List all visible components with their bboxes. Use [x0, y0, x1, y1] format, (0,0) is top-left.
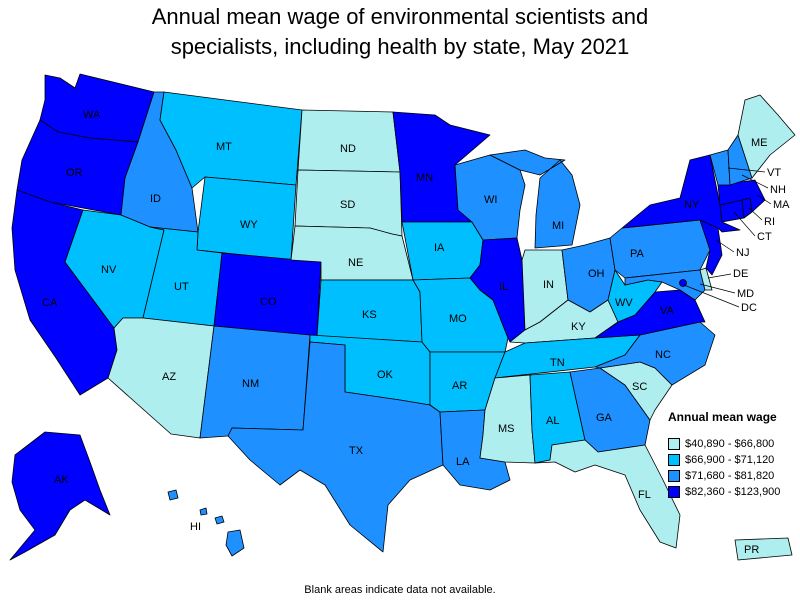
state-label-KY: KY	[571, 321, 586, 333]
state-label-OK: OK	[377, 369, 394, 381]
state-FL[interactable]	[534, 439, 681, 549]
state-label-MS: MS	[498, 423, 515, 435]
state-labels: WA OR CA ID NV MT WY UT AZ CO NM ND SD N…	[42, 109, 790, 556]
state-PA[interactable]	[609, 219, 711, 279]
state-label-NM: NM	[242, 378, 259, 390]
legend-label: $40,890 - $66,800	[685, 438, 775, 450]
legend-item: $40,890 - $66,800	[668, 436, 798, 452]
state-label-NH: NH	[770, 184, 786, 196]
state-label-DC: DC	[741, 302, 757, 314]
state-label-IA: IA	[434, 242, 445, 254]
state-label-CA: CA	[42, 297, 58, 309]
legend-swatch	[668, 438, 680, 450]
state-label-TX: TX	[349, 445, 364, 457]
state-label-MO: MO	[449, 313, 467, 325]
state-label-MT: MT	[216, 141, 232, 153]
legend-title: Annual mean wage	[668, 410, 777, 424]
state-CO[interactable]	[213, 252, 322, 337]
leader-MA	[756, 194, 772, 205]
state-label-MN: MN	[416, 172, 433, 184]
label-leader-lines	[683, 167, 772, 308]
state-ME[interactable]	[737, 94, 796, 179]
state-label-CT: CT	[757, 231, 772, 243]
legend-swatch	[668, 470, 680, 482]
state-label-NC: NC	[655, 349, 671, 361]
state-IL[interactable]	[469, 237, 526, 343]
state-label-MI: MI	[552, 220, 564, 232]
state-label-AK: AK	[54, 474, 69, 486]
legend-swatch	[668, 454, 680, 466]
state-HI[interactable]	[167, 489, 245, 557]
state-label-MA: MA	[773, 199, 790, 211]
footnote: Blank areas indicate data not available.	[304, 584, 496, 596]
state-label-ND: ND	[340, 143, 356, 155]
state-label-NV: NV	[101, 264, 117, 276]
state-label-VA: VA	[660, 305, 675, 317]
state-label-NY: NY	[684, 199, 700, 211]
state-label-MD: MD	[737, 288, 754, 300]
map-title: Annual mean wage of environmental scient…	[0, 2, 800, 62]
state-label-ME: ME	[751, 137, 768, 149]
state-label-IN: IN	[543, 279, 554, 291]
state-label-UT: UT	[174, 281, 189, 293]
state-label-WA: WA	[83, 109, 101, 121]
state-label-OR: OR	[66, 167, 83, 179]
state-label-TN: TN	[550, 357, 565, 369]
state-AZ[interactable]	[107, 317, 215, 439]
map-title-line-1: Annual mean wage of environmental scient…	[151, 4, 649, 29]
state-label-WY: WY	[240, 219, 258, 231]
state-label-ID: ID	[150, 193, 161, 205]
state-label-PR: PR	[744, 544, 759, 556]
state-label-NE: NE	[348, 257, 363, 269]
legend-label: $66,900 - $71,120	[685, 454, 775, 466]
state-NC[interactable]	[594, 321, 716, 386]
state-label-KS: KS	[362, 309, 377, 321]
leader-VT	[727, 167, 766, 173]
leader-DE	[707, 273, 732, 279]
state-label-RI: RI	[764, 216, 775, 228]
map-title-line-2: specialists, including health by state, …	[170, 34, 630, 59]
state-label-SC: SC	[632, 381, 647, 393]
state-AK[interactable]	[9, 431, 111, 561]
state-PR[interactable]	[734, 537, 793, 561]
state-MA[interactable]	[717, 179, 766, 213]
legend-label: $82,360 - $123,900	[685, 486, 781, 498]
leader-DC	[683, 284, 740, 308]
state-DC[interactable]	[679, 279, 687, 287]
state-label-WV: WV	[615, 297, 633, 309]
state-ND[interactable]	[297, 109, 401, 173]
state-label-DE: DE	[733, 268, 748, 280]
state-label-AR: AR	[452, 380, 467, 392]
leader-RI	[748, 207, 763, 221]
leader-NH	[741, 174, 769, 189]
legend-item: $82,360 - $123,900	[668, 484, 798, 500]
leader-NJ	[715, 239, 735, 253]
state-label-LA: LA	[456, 456, 470, 468]
state-label-VT: VT	[767, 167, 781, 179]
legend-label: $71,680 - $81,820	[685, 470, 775, 482]
state-label-IL: IL	[499, 281, 508, 293]
map-legend: Annual mean wage $40,890 - $66,800 $66,9…	[668, 410, 798, 500]
leader-CT	[733, 211, 756, 237]
state-label-AZ: AZ	[162, 371, 176, 383]
state-label-SD: SD	[340, 199, 355, 211]
state-label-OH: OH	[588, 268, 605, 280]
state-TX[interactable]	[227, 341, 444, 553]
legend-swatch	[668, 486, 680, 498]
state-label-HI: HI	[190, 521, 201, 533]
state-label-FL: FL	[638, 489, 651, 501]
state-MI[interactable]	[489, 149, 581, 249]
state-label-GA: GA	[596, 412, 613, 424]
state-label-NJ: NJ	[736, 247, 749, 259]
state-label-PA: PA	[630, 248, 645, 260]
legend-item: $71,680 - $81,820	[668, 468, 798, 484]
state-label-CO: CO	[260, 296, 277, 308]
leader-MD	[699, 283, 736, 294]
legend-item: $66,900 - $71,120	[668, 452, 798, 468]
state-label-WI: WI	[484, 194, 497, 206]
state-DE[interactable]	[699, 267, 713, 291]
state-label-AL: AL	[546, 415, 559, 427]
